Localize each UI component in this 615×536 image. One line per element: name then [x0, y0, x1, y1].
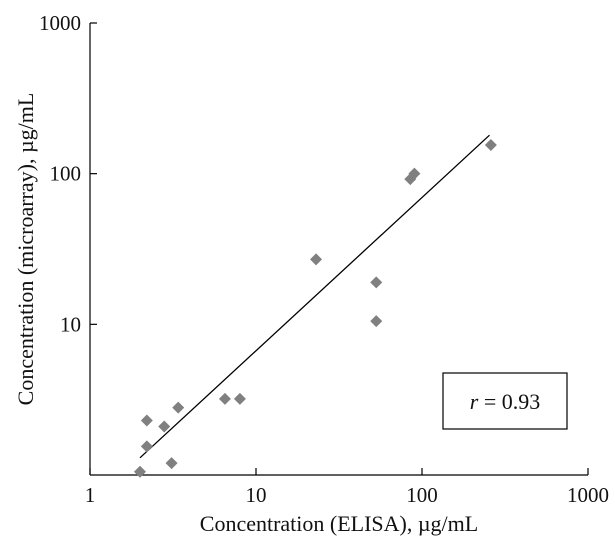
annotation-prefix: r: [470, 389, 479, 414]
data-point-marker: [218, 392, 231, 405]
tick-labels: 1 10 100 1000 10 100 1000: [39, 11, 609, 507]
axes: [89, 23, 588, 476]
y-axis-label: Concentration (microarray), µg/mL: [13, 93, 38, 406]
trend-line: [139, 134, 490, 459]
annotation-value: = 0.93: [478, 389, 540, 414]
annotation-box: [442, 372, 568, 430]
x-tick-label: 1000: [567, 483, 609, 507]
y-tick-label: 100: [50, 162, 82, 186]
x-tick-label: 10: [246, 483, 267, 507]
data-point-marker: [133, 465, 146, 478]
data-point-marker: [370, 276, 383, 289]
data-point-marker: [140, 440, 153, 453]
data-point-marker: [408, 167, 421, 180]
y-tick-label: 1000: [39, 11, 81, 35]
data-point-marker: [140, 414, 153, 427]
data-point-marker: [484, 138, 497, 151]
data-point-marker: [310, 253, 323, 266]
data-point-marker: [165, 457, 178, 470]
annotation-text: r = 0.93: [470, 389, 540, 414]
data-point-marker: [172, 401, 185, 414]
y-tick-label: 10: [60, 312, 81, 336]
x-tick-label: 1: [85, 483, 96, 507]
data-points: [133, 138, 497, 478]
data-point-marker: [233, 392, 246, 405]
trend-line-group: [139, 134, 490, 459]
data-point-marker: [370, 315, 383, 328]
correlation-annotation: r = 0.93: [442, 372, 568, 430]
data-point-marker: [158, 420, 171, 433]
x-axis-label: Concentration (ELISA), µg/mL: [200, 511, 478, 536]
x-tick-label: 100: [406, 483, 438, 507]
ticks: [89, 22, 589, 475]
